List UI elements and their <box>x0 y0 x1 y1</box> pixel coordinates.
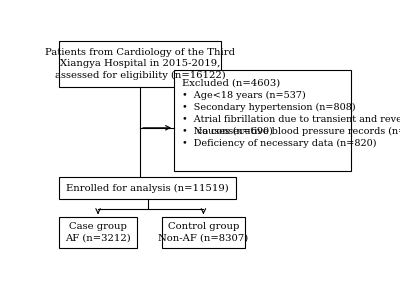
Text: Enrolled for analysis (n=11519): Enrolled for analysis (n=11519) <box>66 184 229 193</box>
Text: Case group
AF (n=3212): Case group AF (n=3212) <box>65 222 131 243</box>
Text: Control group
Non-AF (n=8307): Control group Non-AF (n=8307) <box>158 222 248 243</box>
Text: •  No consecutive blood pressure records (n=1748): • No consecutive blood pressure records … <box>182 127 400 136</box>
Text: •  Deficiency of necessary data (n=820): • Deficiency of necessary data (n=820) <box>182 139 376 148</box>
FancyBboxPatch shape <box>59 217 137 248</box>
Text: •  Atrial fibrillation due to transient and reversible
     causes (n=690): • Atrial fibrillation due to transient a… <box>182 115 400 135</box>
FancyBboxPatch shape <box>59 177 236 200</box>
FancyBboxPatch shape <box>59 41 220 87</box>
FancyBboxPatch shape <box>162 217 245 248</box>
Text: Excluded (n=4603): Excluded (n=4603) <box>182 78 280 87</box>
Text: •  Secondary hypertension (n=808): • Secondary hypertension (n=808) <box>182 103 355 112</box>
Text: Patients from Cardiology of the Third
Xiangya Hospital in 2015-2019,
assessed fo: Patients from Cardiology of the Third Xi… <box>45 48 235 80</box>
FancyBboxPatch shape <box>174 69 351 171</box>
Text: •  Age<18 years (n=537): • Age<18 years (n=537) <box>182 91 306 100</box>
